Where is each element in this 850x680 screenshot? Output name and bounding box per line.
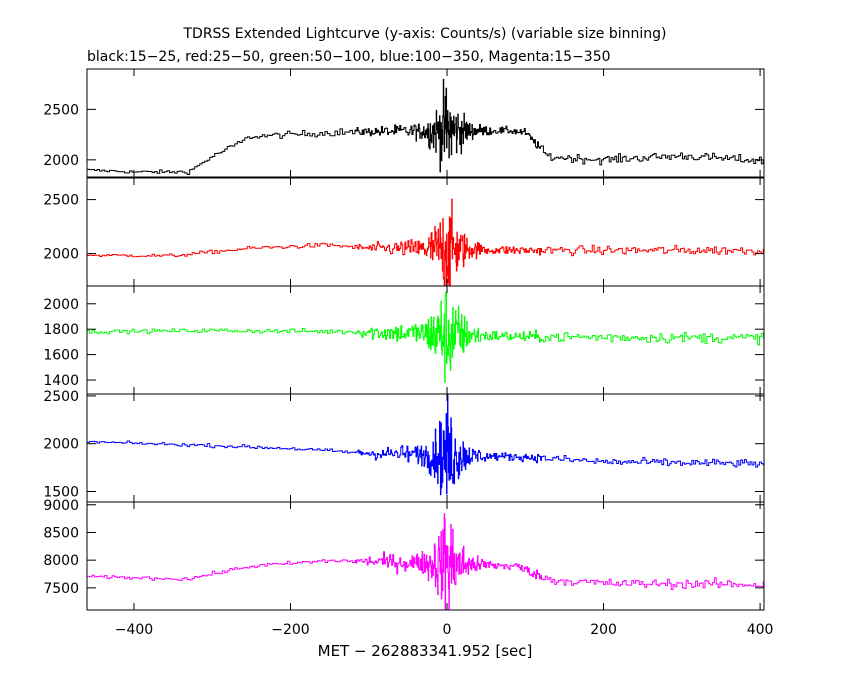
y-tick-label: 8500: [43, 525, 79, 541]
y-tick-label: 1800: [43, 322, 79, 338]
panel-5: 7500 8000 8500 9000: [43, 498, 765, 611]
panel-frame: [86, 68, 765, 178]
series-line-15−350: [87, 513, 764, 611]
chart-subtitle: black:15−25, red:25−50, green:50−100, bl…: [87, 49, 611, 65]
y-tick-label: 2500: [43, 102, 79, 118]
y-tick-label: 1600: [43, 348, 79, 364]
y-tick-label: 2000: [43, 297, 79, 313]
x-axis-label: MET − 262883341.952 [sec]: [318, 642, 533, 660]
x-tick-label: 400: [747, 622, 774, 638]
panel-frame: [86, 501, 765, 611]
series-line-50−100: [87, 291, 764, 383]
y-tick-label: 7500: [43, 581, 79, 597]
panel-1: 2000 2500: [43, 68, 765, 178]
x-tick-label: −200: [271, 622, 309, 638]
series-line-25−50: [87, 198, 764, 287]
y-tick-label: 2500: [43, 193, 79, 209]
panel-3: 1400 1600 1800 2000: [43, 285, 765, 395]
panel-2: 2000 2500: [43, 177, 765, 287]
panel-frame: [86, 177, 765, 287]
x-tick-label: 0: [443, 622, 452, 638]
panels: 2000250020002500140016001800200015002000…: [43, 68, 774, 638]
panel-4: 1500 2000 2500: [43, 389, 765, 503]
y-tick-label: 2000: [43, 153, 79, 169]
y-tick-label: 2000: [43, 437, 79, 453]
y-tick-label: 2000: [43, 247, 79, 263]
y-tick-label: 1400: [43, 373, 79, 389]
y-tick-label: 1500: [43, 484, 79, 500]
series-line-100−350: [87, 394, 764, 496]
y-tick-label: 2500: [43, 389, 79, 405]
panel-frame: [86, 285, 765, 395]
x-tick-label: 200: [590, 622, 617, 638]
series-line-15−25: [87, 78, 764, 176]
chart-title: TDRSS Extended Lightcurve (y-axis: Count…: [182, 26, 666, 42]
y-tick-label: 9000: [43, 498, 79, 514]
y-tick-label: 8000: [43, 553, 79, 569]
x-tick-label: −400: [115, 622, 153, 638]
